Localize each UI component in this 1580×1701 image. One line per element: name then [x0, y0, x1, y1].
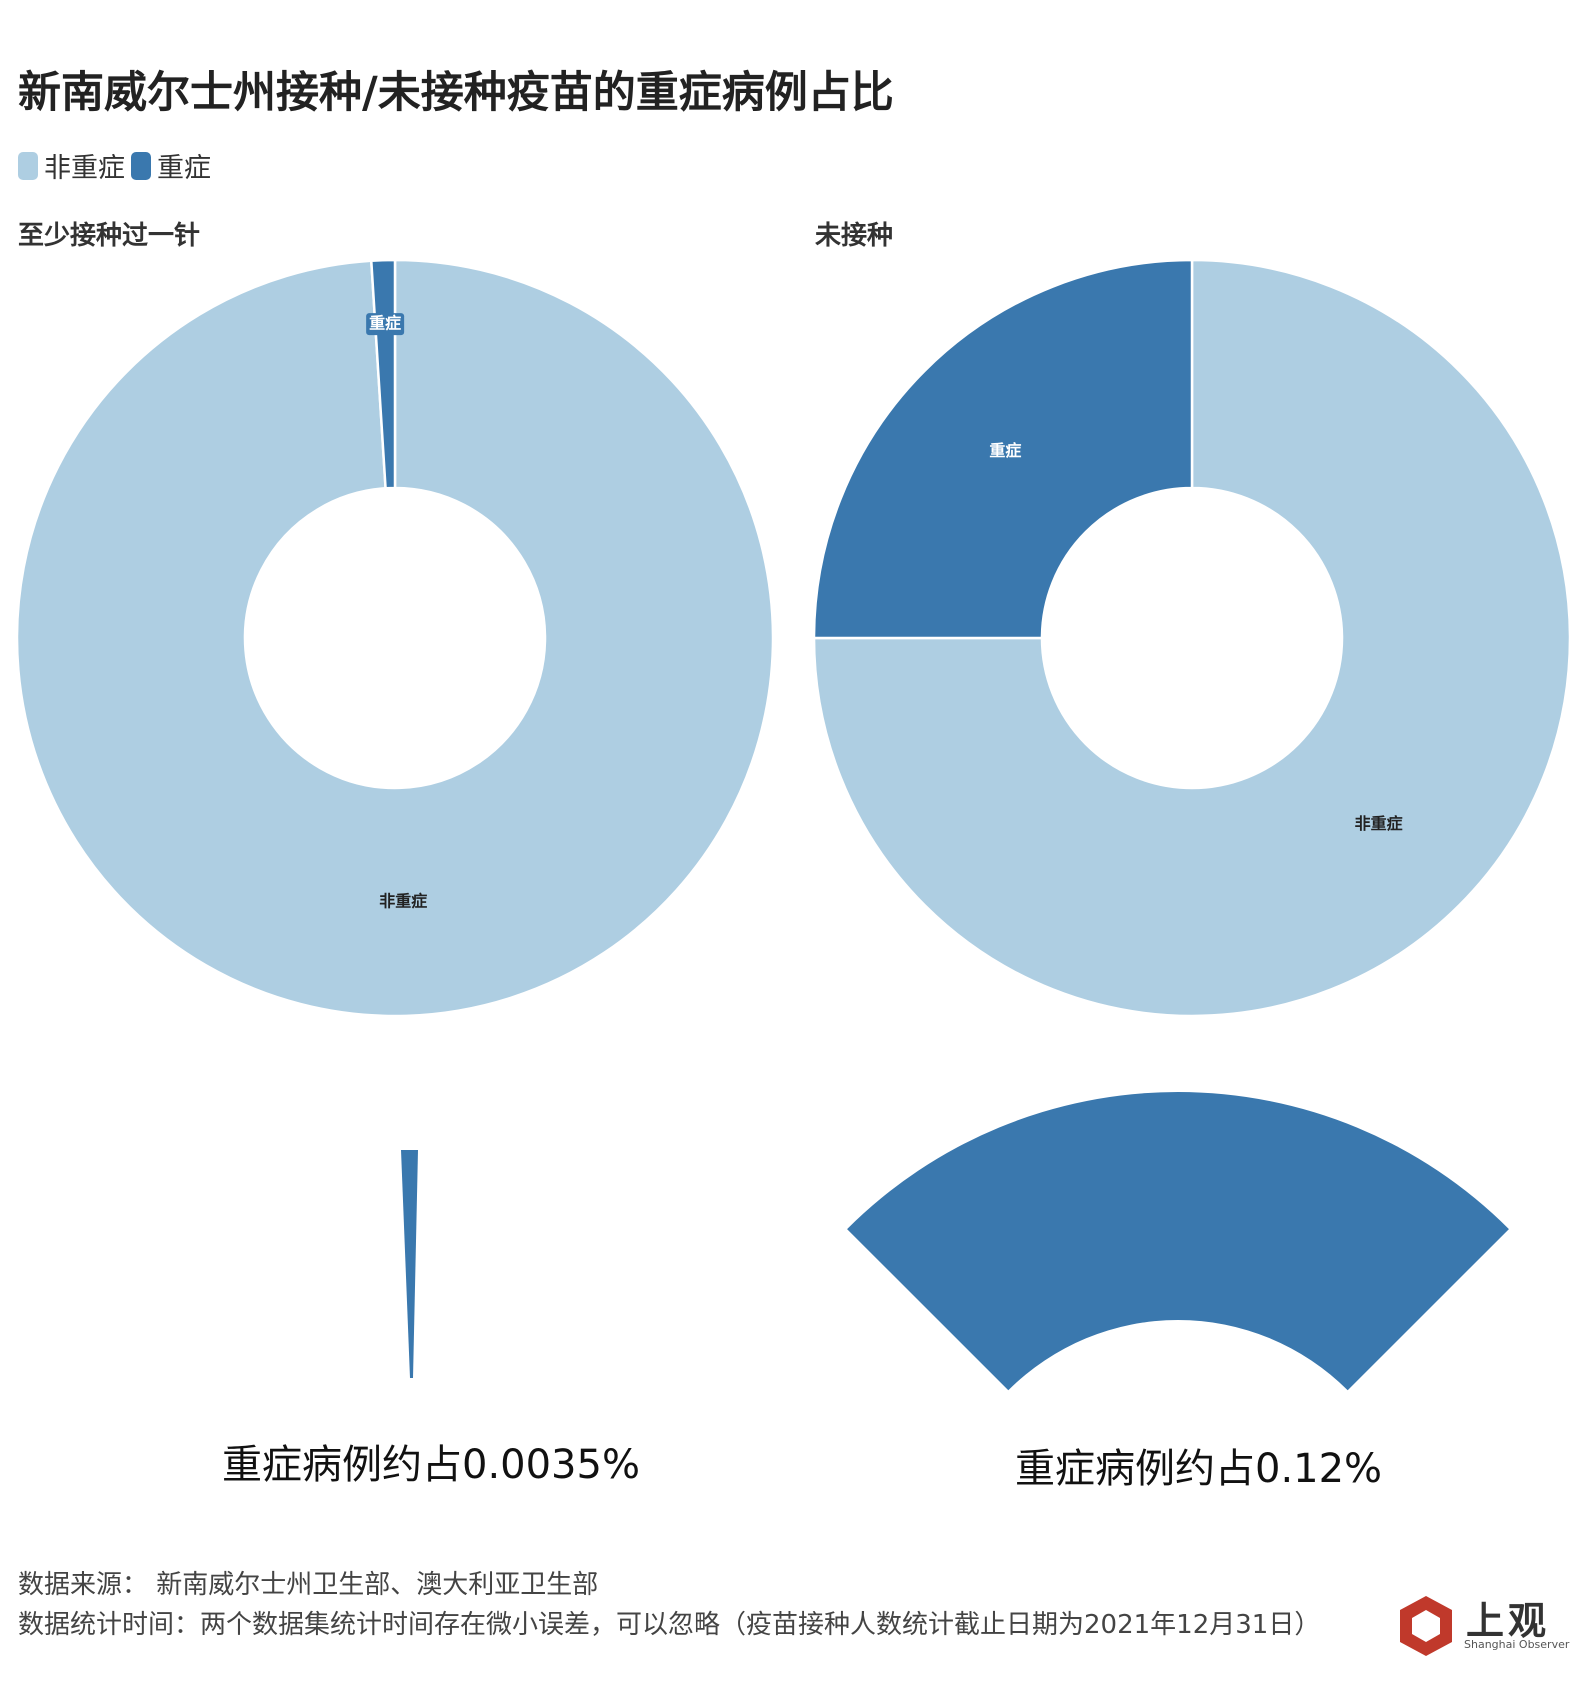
subtitle-vaccinated: 至少接种过一针 [18, 221, 201, 251]
donut-label-vaccinated-severe: 重症 [369, 314, 401, 333]
legend-label-severe: 重症 [157, 153, 211, 184]
brand-logo-icon [1400, 1596, 1452, 1656]
caption-unvaccinated: 重症病例约占0.12% [1015, 1446, 1383, 1492]
chart-title: 新南威尔士州接种/未接种疫苗的重症病例占比 [18, 68, 894, 118]
donut-label-unvaccinated-non-severe: 非重症 [1355, 814, 1403, 833]
legend-item-non-severe[interactable]: 非重症 [18, 146, 125, 185]
footer-source: 数据来源： 新南威尔士州卫生部、澳大利亚卫生部 [18, 1570, 599, 1600]
zoom-wedge-vaccinated-severe [401, 1150, 418, 1378]
legend-item-severe[interactable]: 重症 [131, 146, 211, 185]
footer: 数据来源： 新南威尔士州卫生部、澳大利亚卫生部 数据统计时间：两个数据集统计时间… [18, 1565, 1348, 1645]
subtitle-unvaccinated: 未接种 [815, 221, 894, 251]
donut-label-unvaccinated-severe: 重症 [989, 441, 1021, 460]
donut-slice-unvaccinated-non-severe[interactable] [812, 258, 1572, 1018]
donut-slice-vaccinated-non-severe[interactable] [15, 258, 775, 1018]
zoom-wedge-unvaccinated-severe [847, 1092, 1509, 1391]
legend-swatch-severe [131, 151, 151, 180]
brand-logo-sub: Shanghai Observer [1464, 1638, 1570, 1651]
footer-note: 数据统计时间：两个数据集统计时间存在微小误差，可以忽略（疫苗接种人数统计截止日期… [18, 1610, 1321, 1640]
brand-logo: 上观 Shanghai Observer [1394, 1590, 1569, 1660]
legend-swatch-non-severe [18, 151, 38, 180]
donut-slice-unvaccinated-severe[interactable] [812, 258, 1194, 640]
legend: 非重症 重症 [18, 146, 217, 185]
caption-vaccinated: 重症病例约占0.0035% [222, 1442, 640, 1488]
brand-logo-name: 上观 [1466, 1598, 1551, 1643]
donut-label-vaccinated-non-severe: 非重症 [379, 891, 427, 910]
donut-label-bg-vaccinated-severe [366, 313, 405, 336]
legend-label-non-severe: 非重症 [44, 153, 125, 184]
